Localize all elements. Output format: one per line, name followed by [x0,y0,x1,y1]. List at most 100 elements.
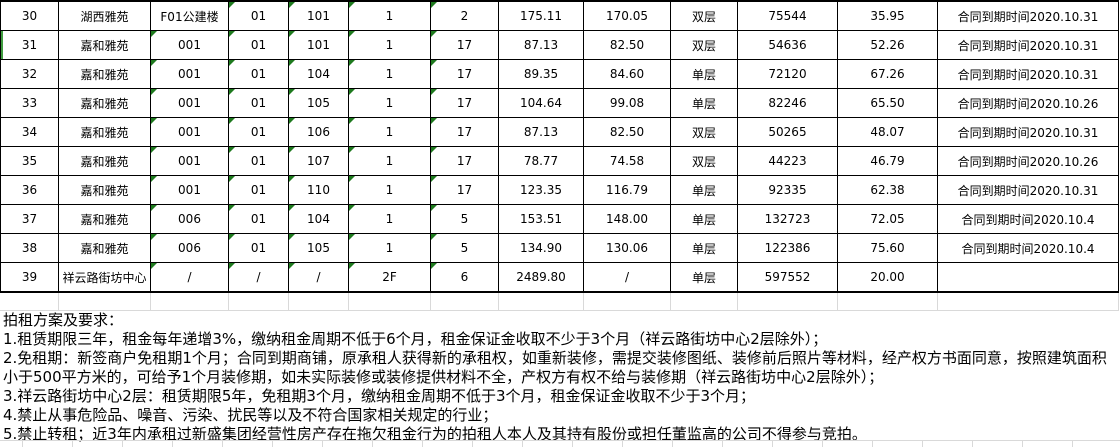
table-cell[interactable]: 001 [150,59,229,89]
table-cell[interactable]: 006 [150,204,229,234]
table-cell[interactable]: 合同到期时间2020.10.31 [937,59,1119,89]
table-cell[interactable]: 46.79 [837,146,938,176]
table-cell[interactable]: 84.60 [583,59,671,89]
row-number-cell[interactable]: 39 [0,262,59,293]
table-cell[interactable]: 嘉和雅苑 [58,88,151,118]
table-cell[interactable]: 1 [348,88,431,118]
table-cell[interactable]: 72.05 [837,204,938,234]
table-cell[interactable]: 78.77 [498,146,584,176]
note-line[interactable]: 4.禁止从事危险品、噪音、污染、扰民等以及不符合国家相关规定的行业； [3,406,498,424]
table-cell[interactable]: 001 [150,175,229,205]
note-line[interactable]: 小于500平方米的，可给予1个月装修期，如未实际装修或装修提供材料不全，产权方有… [3,368,884,386]
table-cell[interactable]: 170.05 [583,0,671,31]
table-cell[interactable]: 01 [228,117,289,147]
table-cell[interactable]: 01 [228,146,289,176]
table-cell[interactable]: 湖西雅苑 [58,0,151,31]
table-cell[interactable]: 104.64 [498,88,584,118]
row-number-cell[interactable]: 35 [0,146,59,176]
table-cell[interactable]: 50265 [737,117,838,147]
table-cell[interactable]: / [150,262,229,293]
table-cell[interactable]: 54636 [737,30,838,60]
row-number-cell[interactable]: 30 [0,0,59,31]
table-cell[interactable]: 单层 [670,59,738,89]
table-cell[interactable]: 1 [348,30,431,60]
table-cell[interactable]: 52.26 [837,30,938,60]
table-cell[interactable]: 148.00 [583,204,671,234]
row-number-cell[interactable]: 38 [0,233,59,263]
table-cell[interactable]: 74.58 [583,146,671,176]
table-cell[interactable] [937,262,1119,293]
table-cell[interactable]: 82.50 [583,117,671,147]
table-cell[interactable]: 89.35 [498,59,584,89]
table-cell[interactable]: 001 [150,146,229,176]
table-cell[interactable]: 153.51 [498,204,584,234]
row-number-cell[interactable]: 36 [0,175,59,205]
table-cell[interactable]: 62.38 [837,175,938,205]
table-cell[interactable]: 132723 [737,204,838,234]
table-cell[interactable]: 嘉和雅苑 [58,59,151,89]
table-cell[interactable]: 001 [150,88,229,118]
table-cell[interactable]: 嘉和雅苑 [58,146,151,176]
notes-heading[interactable]: 拍租方案及要求： [3,311,124,329]
table-cell[interactable]: 122386 [737,233,838,263]
table-cell[interactable]: 单层 [670,175,738,205]
table-cell[interactable]: 1 [348,0,431,31]
table-cell[interactable]: 合同到期时间2020.10.31 [937,117,1119,147]
table-cell[interactable]: 01 [228,233,289,263]
table-cell[interactable]: 123.35 [498,175,584,205]
table-cell[interactable]: 1 [348,204,431,234]
table-cell[interactable]: 101 [288,30,349,60]
table-cell[interactable]: 合同到期时间2020.10.26 [937,88,1119,118]
table-cell[interactable]: / [288,262,349,293]
table-cell[interactable]: 105 [288,233,349,263]
table-cell[interactable]: 1 [348,117,431,147]
table-cell[interactable]: 001 [150,30,229,60]
table-cell[interactable]: 104 [288,59,349,89]
table-cell[interactable]: 2 [430,0,499,31]
table-cell[interactable]: 5 [430,204,499,234]
table-cell[interactable]: 合同到期时间2020.10.26 [937,146,1119,176]
table-cell[interactable]: 单层 [670,262,738,293]
table-cell[interactable]: 嘉和雅苑 [58,175,151,205]
table-cell[interactable]: 87.13 [498,117,584,147]
table-cell[interactable]: 合同到期时间2020.10.31 [937,0,1119,31]
table-cell[interactable]: 72120 [737,59,838,89]
table-cell[interactable]: 107 [288,146,349,176]
table-cell[interactable]: 17 [430,117,499,147]
table-cell[interactable]: 75544 [737,0,838,31]
table-cell[interactable]: 44223 [737,146,838,176]
row-number-cell[interactable]: 32 [0,59,59,89]
table-cell[interactable]: 单层 [670,204,738,234]
table-cell[interactable]: 1 [348,233,431,263]
row-number-cell[interactable]: 37 [0,204,59,234]
table-cell[interactable]: 双层 [670,30,738,60]
table-cell[interactable]: 2489.80 [498,262,584,293]
table-cell[interactable]: 嘉和雅苑 [58,204,151,234]
table-cell[interactable]: 嘉和雅苑 [58,117,151,147]
table-cell[interactable]: 110 [288,175,349,205]
table-cell[interactable]: 17 [430,175,499,205]
table-cell[interactable]: 双层 [670,0,738,31]
table-cell[interactable]: 1 [348,146,431,176]
note-line[interactable]: 1.租赁期限三年，租金每年递增3%，缴纳租金周期不低于6个月，租金保证金收取不少… [3,330,828,348]
table-cell[interactable]: 合同到期时间2020.10.4 [937,204,1119,234]
table-cell[interactable]: 82.50 [583,30,671,60]
table-cell[interactable]: 116.79 [583,175,671,205]
table-cell[interactable]: 合同到期时间2020.10.4 [937,233,1119,263]
table-cell[interactable]: 20.00 [837,262,938,293]
table-cell[interactable]: 99.08 [583,88,671,118]
row-number-cell[interactable]: 33 [0,88,59,118]
table-cell[interactable]: 01 [228,59,289,89]
table-cell[interactable]: 01 [228,88,289,118]
table-cell[interactable]: 17 [430,59,499,89]
table-cell[interactable]: 01 [228,0,289,31]
table-cell[interactable]: 597552 [737,262,838,293]
table-cell[interactable]: 01 [228,175,289,205]
table-cell[interactable]: 175.11 [498,0,584,31]
table-cell[interactable]: 6 [430,262,499,293]
table-cell[interactable]: 祥云路街坊中心 [58,262,151,293]
table-cell[interactable]: 134.90 [498,233,584,263]
table-cell[interactable]: 101 [288,0,349,31]
table-cell[interactable]: 01 [228,204,289,234]
table-cell[interactable]: 嘉和雅苑 [58,233,151,263]
